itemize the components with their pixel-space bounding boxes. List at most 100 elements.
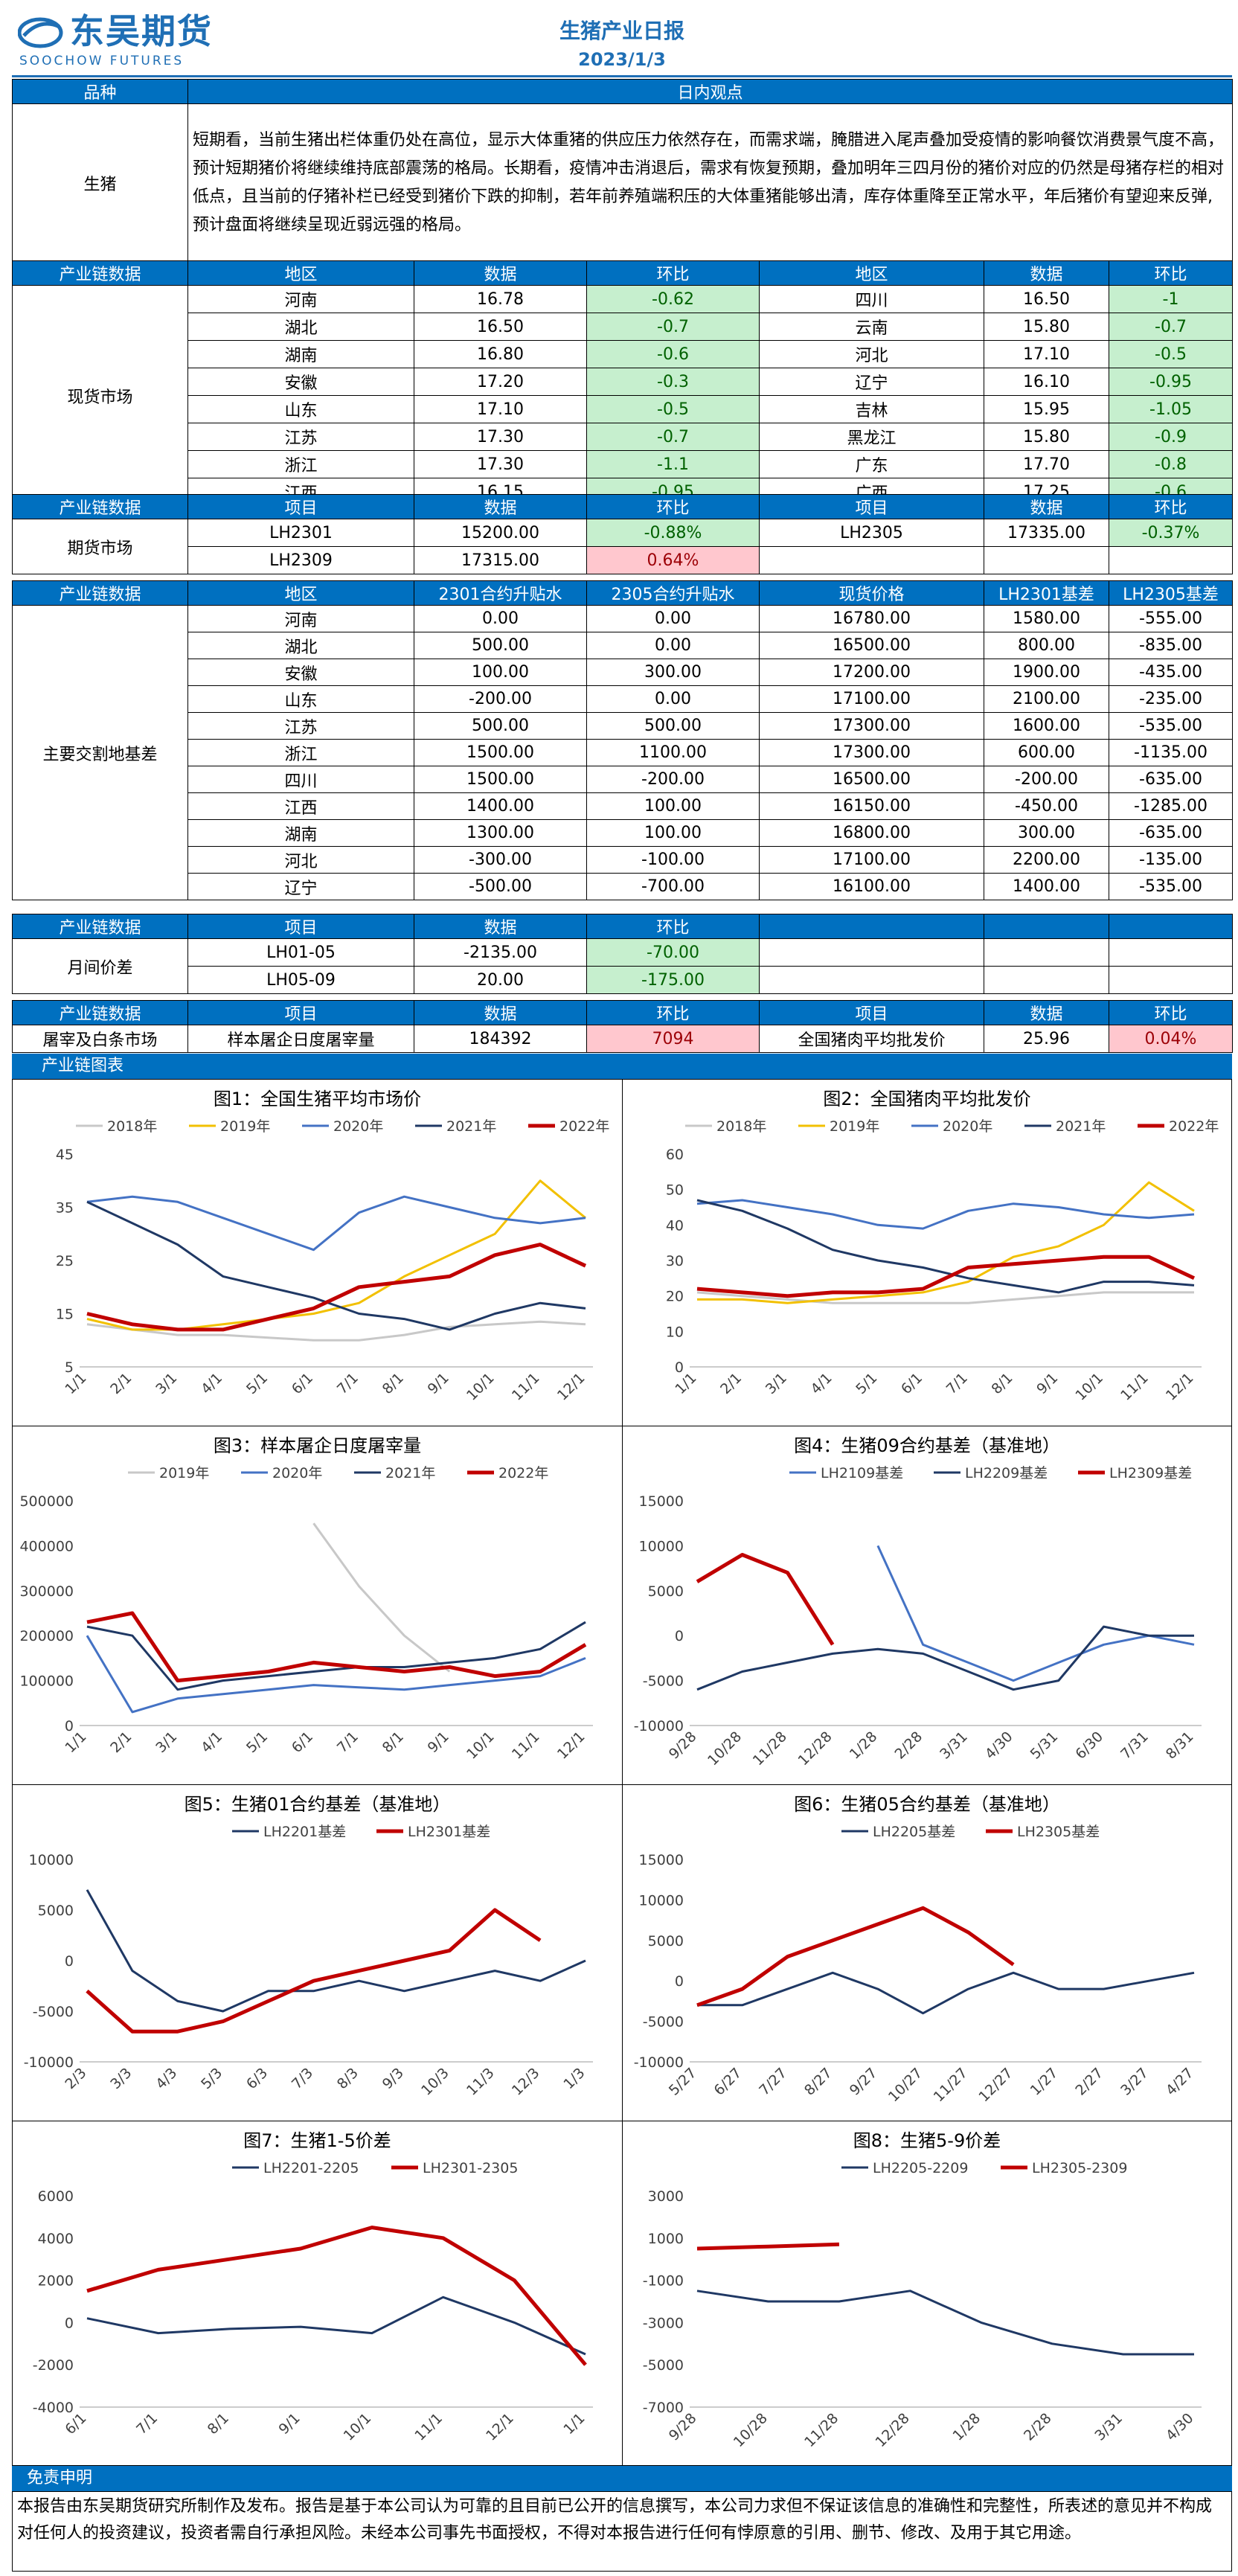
spread-table: 产业链数据 项目 数据 环比 月间价差 LH01-05 -2135.00 -70.00 LH05… (12, 914, 1233, 994)
x-tick-label: 4/1 (198, 1370, 225, 1397)
legend-label: 2021年 (385, 1465, 435, 1481)
row-group-label: 期货市场 (12, 519, 188, 574)
chart-svg: LH2205-2209 LH2305-2309 -7000 -5000 -3000 -10… (643, 2160, 1202, 2450)
chart-panel-4: 图4：生猪09合约基差（基准地） LH2109基差 LH2209基差 LH2309基差… (623, 1426, 1231, 1785)
table-row: 山东 17.10 -0.5 吉林 15.95 -1.05 (13, 395, 1233, 423)
table-row: 江西 1400.00 100.00 16150.00 -450.00 -1285.00 (13, 792, 1233, 820)
legend-label: 2020年 (333, 1118, 383, 1135)
logo-mark-icon (18, 17, 63, 48)
x-tick-label: 1/28 (847, 1728, 881, 1763)
x-tick-label: 4/1 (198, 1728, 225, 1756)
y-tick-label: 2000 (38, 2273, 74, 2290)
table-cell: -1 (1109, 285, 1233, 313)
header-cell: 环比 (586, 1000, 760, 1025)
table-cell: -535.00 (1109, 712, 1233, 740)
table-row: 山东 -200.00 0.00 17100.00 2100.00 -235.00 (13, 685, 1233, 713)
table-cell: 四川 (187, 766, 414, 793)
y-tick-label: 20 (666, 1289, 684, 1305)
table-cell: -1285.00 (1109, 792, 1233, 820)
y-tick-label: 25 (56, 1253, 74, 1269)
table-cell (759, 546, 984, 574)
table-cell: 17315.00 (414, 546, 587, 574)
table-cell: LH2301 (187, 519, 414, 547)
table-cell: -0.95 (1109, 368, 1233, 396)
table-header-row: 产业链数据 项目 数据 环比 项目 数据 环比 (12, 1000, 1233, 1025)
col-product: 品种 (12, 79, 188, 104)
y-tick-label: 0 (65, 1953, 74, 1970)
table-cell: -635.00 (1109, 819, 1233, 847)
legend-label: LH2205基差 (873, 1824, 955, 1840)
x-tick-label: 2/27 (1072, 2065, 1106, 2099)
table-row: 辽宁 -500.00 -700.00 16100.00 1400.00 -535.00 (13, 873, 1233, 900)
x-tick-label: 7/31 (1117, 1728, 1152, 1763)
y-tick-label: 1000 (648, 2231, 684, 2247)
y-tick-label: -10000 (24, 2054, 74, 2071)
series-line (696, 1199, 1195, 1294)
table-header-row: 产业链数据 项目 数据 环比 项目 数据 环比 (12, 494, 1233, 519)
legend-label: LH2305基差 (1017, 1824, 1100, 1840)
legend-label: LH2309基差 (1109, 1465, 1192, 1481)
table-cell: 15200.00 (414, 519, 587, 547)
table-cell: 20.00 (414, 966, 587, 994)
legend-label: 2022年 (1169, 1118, 1219, 1135)
table-cell: 云南 (759, 313, 984, 341)
table-cell: 1300.00 (414, 819, 587, 847)
table-cell: 300.00 (586, 659, 760, 686)
table-cell: -100.00 (586, 846, 760, 874)
table-cell: -0.62 (586, 285, 760, 313)
table-cell: -0.7 (1109, 313, 1233, 341)
x-tick-label: 8/1 (988, 1370, 1016, 1397)
x-tick-label: 11/28 (801, 2410, 841, 2450)
y-tick-label: -1000 (643, 2273, 684, 2290)
x-tick-label: 5/31 (1027, 1728, 1062, 1763)
x-tick-label: 2/1 (717, 1370, 745, 1397)
view-table: 品种 日内观点 生猪 短期看，当前生猪出栏体重仍处在高位，显示大体重猪的供应压力依然… (12, 79, 1233, 262)
header-cell: 环比 (1109, 260, 1233, 286)
header-cell: 产业链数据 (12, 914, 188, 939)
table-cell: 100.00 (414, 659, 587, 686)
y-tick-label: 0 (675, 1359, 684, 1376)
x-tick-label: 2/1 (107, 1728, 135, 1756)
x-tick-label: 9/1 (425, 1370, 452, 1397)
legend-label: 2021年 (446, 1118, 496, 1135)
x-tick-label: 10/28 (705, 1728, 745, 1769)
table-cell: -175.00 (586, 966, 760, 994)
y-tick-label: 4000 (38, 2231, 74, 2247)
table-header-row: 产业链数据 地区 数据 环比 地区 数据 环比 (12, 260, 1233, 286)
report-title: 生猪产业日报 (559, 19, 684, 43)
table-cell: 0.04% (1109, 1025, 1233, 1053)
table-cell (1109, 966, 1233, 994)
chart-title: 图5：生猪01合约基差（基准地） (184, 1794, 451, 1815)
table-row: 现货市场 河南 16.78 -0.62 四川 16.50 -1 (12, 285, 1233, 506)
x-tick-label: 12/28 (873, 2410, 913, 2450)
table-cell: 16800.00 (759, 819, 984, 847)
series-line (696, 1255, 1196, 1298)
legend-label: 2018年 (107, 1118, 157, 1135)
header-cell: 环比 (586, 260, 760, 286)
x-tick-label: 12/1 (1163, 1370, 1197, 1404)
table-cell: 河南 (187, 285, 414, 313)
table-cell: 0.00 (414, 605, 587, 632)
row-group-label: 月间价差 (12, 938, 188, 994)
y-tick-label: 300000 (19, 1583, 74, 1600)
chart-panel-6: 图6：生猪05合约基差（基准地） LH2205基差 LH2305基差 -10000 -5… (623, 1785, 1231, 2121)
y-tick-label: 0 (65, 2315, 74, 2331)
legend-entry: LH2305基差 (986, 1824, 1100, 1840)
table-cell: 16.50 (984, 285, 1109, 313)
legend-entry: 2020年 (302, 1118, 383, 1135)
table-cell: 800.00 (984, 632, 1109, 659)
table-cell: -0.37% (1109, 519, 1233, 547)
x-tick-label: 4/30 (1163, 2410, 1197, 2444)
table-cell: 0.64% (586, 546, 760, 574)
table-cell: 山东 (187, 395, 414, 423)
y-tick-label: 100000 (19, 1673, 74, 1690)
x-tick-label: 8/31 (1163, 1728, 1197, 1763)
series-line (697, 1971, 1195, 2015)
table-cell: -0.7 (586, 423, 760, 451)
header-cell: 地区 (187, 580, 414, 606)
legend-label: LH2201-2205 (263, 2160, 359, 2176)
header-cell: 环比 (586, 914, 760, 939)
table-cell: -435.00 (1109, 659, 1233, 686)
table-cell: 16.50 (414, 313, 587, 341)
y-tick-label: -5000 (643, 2014, 684, 2031)
